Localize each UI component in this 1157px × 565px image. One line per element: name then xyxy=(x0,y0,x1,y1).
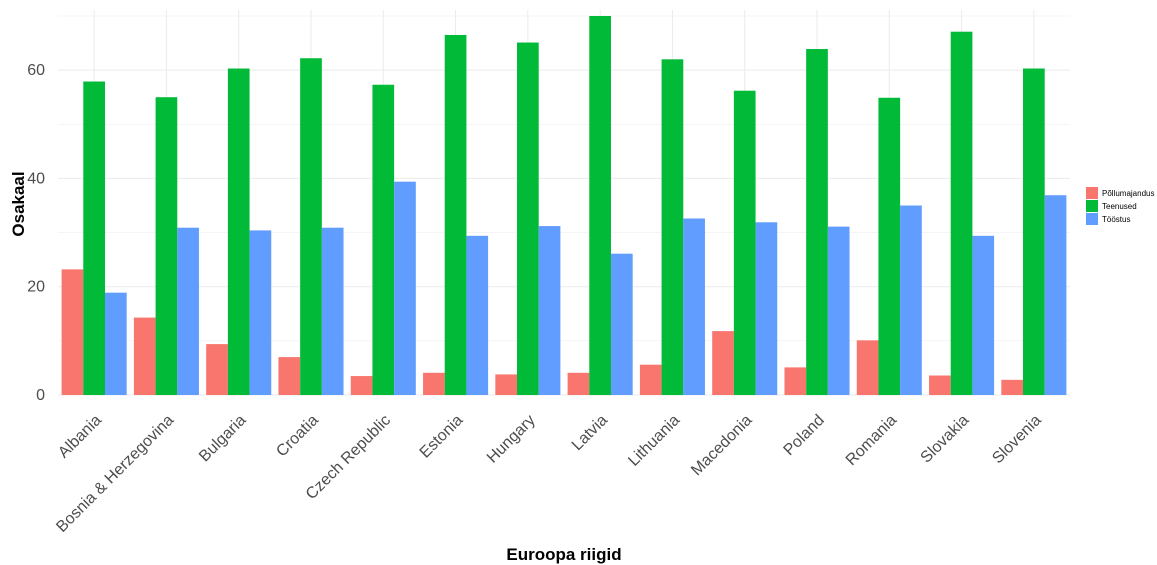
bar xyxy=(517,42,539,395)
x-tick-label: Slovenia xyxy=(989,412,1044,467)
bar xyxy=(950,31,973,396)
bar xyxy=(321,227,344,395)
x-tick-label: Slovakia xyxy=(918,412,973,467)
legend-swatch xyxy=(1086,187,1098,199)
x-tick-label: Bulgaria xyxy=(196,412,250,466)
bar xyxy=(900,205,922,395)
bar xyxy=(1001,379,1024,395)
legend-swatch xyxy=(1086,200,1098,212)
bar xyxy=(300,58,322,395)
x-tick-label: Croatia xyxy=(273,412,322,461)
x-tick-label: Macedonia xyxy=(688,412,755,479)
bar xyxy=(639,364,662,395)
bar xyxy=(350,376,373,395)
bar xyxy=(683,218,705,395)
bar xyxy=(133,317,156,395)
bar xyxy=(466,235,489,395)
x-tick-label: Latvia xyxy=(569,412,611,454)
bar xyxy=(784,367,807,395)
y-tick-label: 60 xyxy=(27,62,45,79)
bar xyxy=(1023,68,1045,396)
legend: Põllumajandus Teenused Tööstus xyxy=(1086,187,1154,225)
bar xyxy=(733,90,756,396)
y-tick-label: 20 xyxy=(27,279,45,296)
y-axis-ticks: 0 20 40 60 xyxy=(27,62,45,404)
legend-label: Põllumajandus xyxy=(1102,189,1154,198)
x-tick-label: Lithuania xyxy=(625,412,683,470)
bar xyxy=(567,372,590,395)
bar xyxy=(278,357,301,395)
y-axis-title: Osakaal xyxy=(9,171,28,236)
legend-label: Tööstus xyxy=(1102,215,1130,224)
bar xyxy=(1044,195,1067,395)
y-tick-label: 40 xyxy=(27,170,45,187)
x-tick-label: Poland xyxy=(781,412,828,459)
bar xyxy=(929,375,951,395)
bar xyxy=(806,49,828,396)
x-tick-label: Albania xyxy=(55,412,105,462)
bar xyxy=(610,253,633,395)
bar xyxy=(372,84,395,396)
bar xyxy=(61,269,84,395)
x-tick-label: Bosnia & Herzegovina xyxy=(53,412,177,536)
bar xyxy=(538,226,561,395)
bar xyxy=(206,344,228,395)
y-tick-label: 0 xyxy=(36,387,45,404)
bar xyxy=(83,81,105,396)
bar xyxy=(249,230,272,395)
bar xyxy=(155,97,178,395)
bar xyxy=(177,227,199,395)
bar xyxy=(423,372,445,395)
bar xyxy=(856,340,879,395)
x-tick-label: Romania xyxy=(843,412,900,469)
legend-swatch xyxy=(1086,213,1098,225)
x-tick-label: Estonia xyxy=(417,412,467,462)
bar xyxy=(661,59,684,396)
bar xyxy=(227,68,250,396)
x-tick-label: Hungary xyxy=(484,412,539,467)
bar xyxy=(878,97,901,396)
bar xyxy=(972,235,995,395)
bar xyxy=(755,222,778,395)
legend-label: Teenused xyxy=(1102,202,1137,211)
bar xyxy=(495,374,518,395)
bar xyxy=(444,34,467,395)
bar xyxy=(394,181,416,395)
bar xyxy=(589,16,611,395)
x-axis-title: Euroopa riigid xyxy=(506,545,621,564)
bars xyxy=(61,16,1067,396)
bar xyxy=(827,226,850,395)
bar xyxy=(104,292,127,395)
bar xyxy=(712,331,734,395)
